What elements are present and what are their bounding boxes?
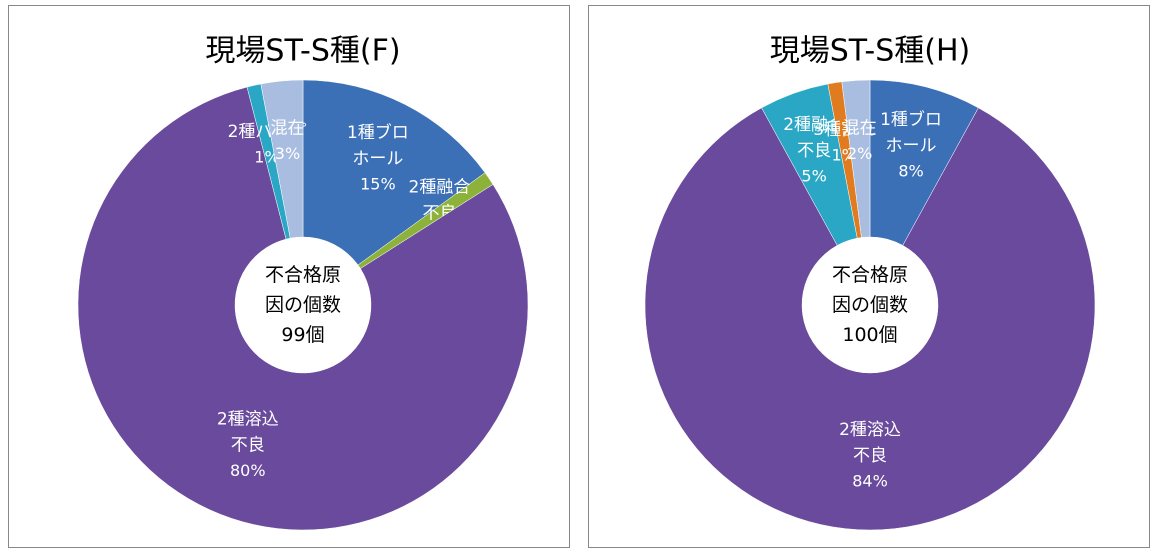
value-label: 15% xyxy=(360,174,396,193)
category-label: 2種溶込不良 xyxy=(839,420,901,466)
value-label: 5% xyxy=(801,166,826,185)
slice-label: 2種溶込不良 80% xyxy=(217,409,279,480)
slice-label: 2種融合不良 5% xyxy=(783,115,845,185)
value-label: 1% xyxy=(254,147,279,166)
value-label: 80% xyxy=(230,461,266,480)
category-label: 混在 xyxy=(270,119,304,139)
category-label: 1種ブロホール xyxy=(347,122,409,169)
slice-label: 1種ブロホール 15% xyxy=(347,122,409,194)
chart-title: 現場ST-S種(H) xyxy=(770,34,970,69)
value-label: 84% xyxy=(852,472,888,491)
center-label: 不合格原因の個数 99個 xyxy=(265,264,341,346)
slice-label: 1種ブロホール 8% xyxy=(880,109,942,181)
category-label: 1種ブロホール xyxy=(880,109,942,156)
donut-hole xyxy=(235,237,371,373)
category-label: 2種溶込不良 xyxy=(217,409,279,455)
category-label: 2種融合不良 xyxy=(783,115,845,161)
value-label: 8% xyxy=(898,162,923,181)
slice-label: 2種溶込不良 84% xyxy=(839,420,901,491)
slice-label: 混在 2% xyxy=(843,118,877,163)
chart-title: 現場ST-S種(F) xyxy=(205,34,400,69)
value-label: 3% xyxy=(275,144,300,163)
center-label: 不合格原因の個数 100個 xyxy=(832,264,908,346)
slice-label: 混在 3% xyxy=(270,119,304,164)
value-label: 2% xyxy=(847,144,872,163)
donut-hole xyxy=(802,237,938,373)
category-label: 混在 xyxy=(843,118,877,138)
